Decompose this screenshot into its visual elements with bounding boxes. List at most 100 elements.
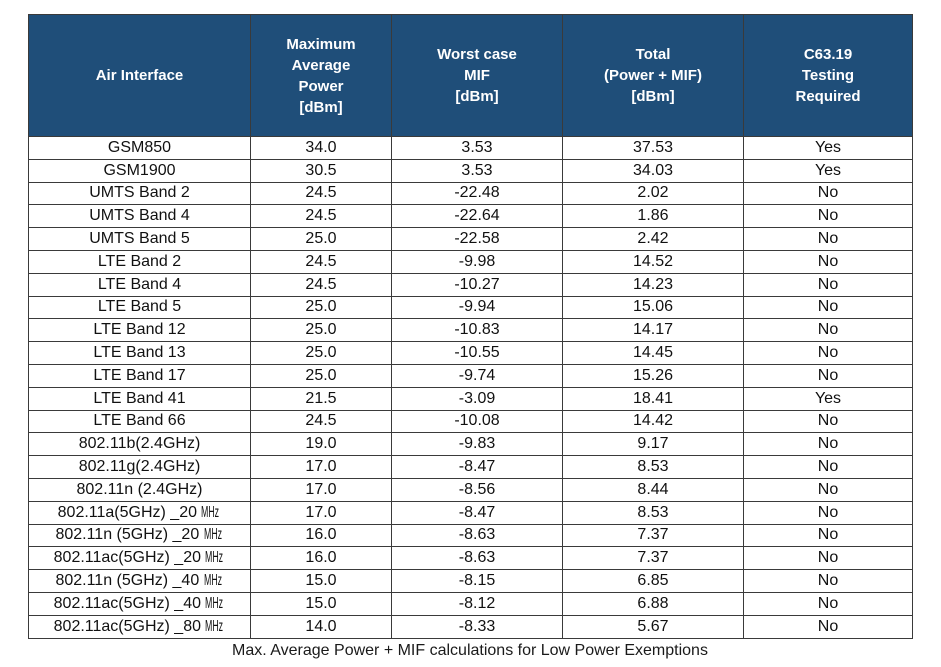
- cell-testing_required: No: [743, 477, 913, 502]
- cell-air_interface: 802.11a(5GHz) _20 MHz: [28, 500, 251, 525]
- table-row: LTE Band 66 24.5 -10.08 14.42 No: [28, 409, 913, 434]
- cell-max_avg_power: 25.0: [250, 227, 392, 251]
- table-row: LTE Band 5 25.0 -9.94 15.06 No: [28, 295, 913, 320]
- cell-total: 8.53: [562, 500, 744, 525]
- cell-worst_case_mif: -22.48: [391, 181, 563, 206]
- cell-testing_required: No: [743, 432, 913, 457]
- mhz-unit-label: MHz: [205, 594, 224, 612]
- cell-air_interface: GSM850: [28, 136, 251, 160]
- cell-testing_required: No: [743, 341, 913, 365]
- cell-worst_case_mif: -9.94: [391, 295, 563, 320]
- column-header-total: Total (Power + MIF) [dBm]: [562, 14, 744, 137]
- table-row: 802.11g(2.4GHz) 17.0 -8.47 8.53 No: [28, 455, 913, 479]
- cell-testing_required: Yes: [743, 386, 913, 411]
- cell-total: 2.02: [562, 181, 744, 206]
- cell-max_avg_power: 24.5: [250, 249, 392, 274]
- cell-total: 37.53: [562, 136, 744, 160]
- mhz-unit-label: MHz: [203, 572, 222, 590]
- table-row: LTE Band 17 25.0 -9.74 15.26 No: [28, 363, 913, 388]
- cell-air_interface: 802.11n (5GHz) _20 MHz: [28, 523, 251, 548]
- table-row: 802.11n (5GHz) _40 MHz 15.0 -8.15 6.85 No: [28, 569, 913, 593]
- cell-air_interface: UMTS Band 5: [28, 227, 251, 251]
- cell-air_interface: 802.11n (5GHz) _40 MHz: [28, 569, 251, 593]
- cell-total: 14.52: [562, 249, 744, 274]
- cell-total: 14.42: [562, 409, 744, 434]
- cell-testing_required: No: [743, 363, 913, 388]
- cell-max_avg_power: 21.5: [250, 386, 392, 411]
- table-row: 802.11b(2.4GHz) 19.0 -9.83 9.17 No: [28, 432, 913, 457]
- table-caption: Max. Average Power + MIF calculations fo…: [232, 642, 708, 659]
- cell-worst_case_mif: -8.56: [391, 477, 563, 502]
- cell-air_interface: UMTS Band 2: [28, 181, 251, 206]
- cell-air_interface: LTE Band 5: [28, 295, 251, 320]
- cell-testing_required: No: [743, 318, 913, 343]
- table-row: LTE Band 2 24.5 -9.98 14.52 No: [28, 249, 913, 274]
- cell-worst_case_mif: -9.83: [391, 432, 563, 457]
- cell-total: 34.03: [562, 158, 744, 183]
- cell-testing_required: No: [743, 295, 913, 320]
- cell-max_avg_power: 25.0: [250, 363, 392, 388]
- cell-worst_case_mif: -22.64: [391, 204, 563, 229]
- cell-testing_required: No: [743, 409, 913, 434]
- cell-max_avg_power: 14.0: [250, 614, 392, 639]
- cell-worst_case_mif: -8.47: [391, 455, 563, 479]
- table-row: 802.11a(5GHz) _20 MHz 17.0 -8.47 8.53 No: [28, 500, 913, 525]
- table-row: LTE Band 12 25.0 -10.83 14.17 No: [28, 318, 913, 343]
- column-header-air-interface: Air Interface: [28, 14, 251, 137]
- table-row: UMTS Band 2 24.5 -22.48 2.02 No: [28, 181, 913, 206]
- cell-total: 2.42: [562, 227, 744, 251]
- cell-total: 7.37: [562, 546, 744, 571]
- cell-max_avg_power: 24.5: [250, 409, 392, 434]
- cell-air_interface: LTE Band 66: [28, 409, 251, 434]
- cell-testing_required: No: [743, 591, 913, 616]
- mhz-unit-label: MHz: [201, 503, 220, 521]
- cell-worst_case_mif: -8.15: [391, 569, 563, 593]
- column-header-testing-required: C63.19 Testing Required: [743, 14, 913, 137]
- mhz-unit-label: MHz: [203, 526, 222, 544]
- cell-max_avg_power: 25.0: [250, 295, 392, 320]
- cell-testing_required: No: [743, 614, 913, 639]
- cell-total: 1.86: [562, 204, 744, 229]
- cell-air_interface: UMTS Band 4: [28, 204, 251, 229]
- cell-total: 9.17: [562, 432, 744, 457]
- cell-total: 8.44: [562, 477, 744, 502]
- cell-total: 6.88: [562, 591, 744, 616]
- cell-testing_required: No: [743, 249, 913, 274]
- cell-air_interface: LTE Band 4: [28, 272, 251, 297]
- cell-testing_required: Yes: [743, 158, 913, 183]
- cell-max_avg_power: 30.5: [250, 158, 392, 183]
- cell-worst_case_mif: 3.53: [391, 158, 563, 183]
- cell-testing_required: No: [743, 272, 913, 297]
- table-row: LTE Band 41 21.5 -3.09 18.41 Yes: [28, 386, 913, 411]
- table-row: LTE Band 13 25.0 -10.55 14.45 No: [28, 341, 913, 365]
- cell-testing_required: No: [743, 227, 913, 251]
- cell-total: 5.67: [562, 614, 744, 639]
- cell-max_avg_power: 34.0: [250, 136, 392, 160]
- cell-total: 6.85: [562, 569, 744, 593]
- cell-max_avg_power: 25.0: [250, 318, 392, 343]
- cell-testing_required: No: [743, 181, 913, 206]
- cell-max_avg_power: 19.0: [250, 432, 392, 457]
- column-header-worst-case-mif: Worst case MIF [dBm]: [391, 14, 563, 137]
- table-row: UMTS Band 4 24.5 -22.64 1.86 No: [28, 204, 913, 229]
- cell-worst_case_mif: -9.74: [391, 363, 563, 388]
- mif-table: Air Interface Maximum Average Power [dBm…: [28, 14, 913, 639]
- cell-worst_case_mif: -8.63: [391, 546, 563, 571]
- cell-air_interface: GSM1900: [28, 158, 251, 183]
- cell-air_interface: LTE Band 17: [28, 363, 251, 388]
- cell-max_avg_power: 15.0: [250, 591, 392, 616]
- cell-total: 14.23: [562, 272, 744, 297]
- cell-air_interface: 802.11g(2.4GHz): [28, 455, 251, 479]
- cell-worst_case_mif: 3.53: [391, 136, 563, 160]
- cell-total: 15.26: [562, 363, 744, 388]
- table-row: GSM850 34.0 3.53 37.53 Yes: [28, 136, 913, 160]
- table-body: GSM850 34.0 3.53 37.53 Yes GSM1900 30.5 3.53 34.…: [28, 136, 913, 639]
- cell-worst_case_mif: -22.58: [391, 227, 563, 251]
- cell-max_avg_power: 16.0: [250, 523, 392, 548]
- table-header: Air Interface Maximum Average Power [dBm…: [28, 14, 913, 137]
- cell-max_avg_power: 24.5: [250, 204, 392, 229]
- cell-max_avg_power: 16.0: [250, 546, 392, 571]
- table-row: 802.11ac(5GHz) _80 MHz 14.0 -8.33 5.67 No: [28, 614, 913, 639]
- cell-total: 14.45: [562, 341, 744, 365]
- cell-testing_required: No: [743, 204, 913, 229]
